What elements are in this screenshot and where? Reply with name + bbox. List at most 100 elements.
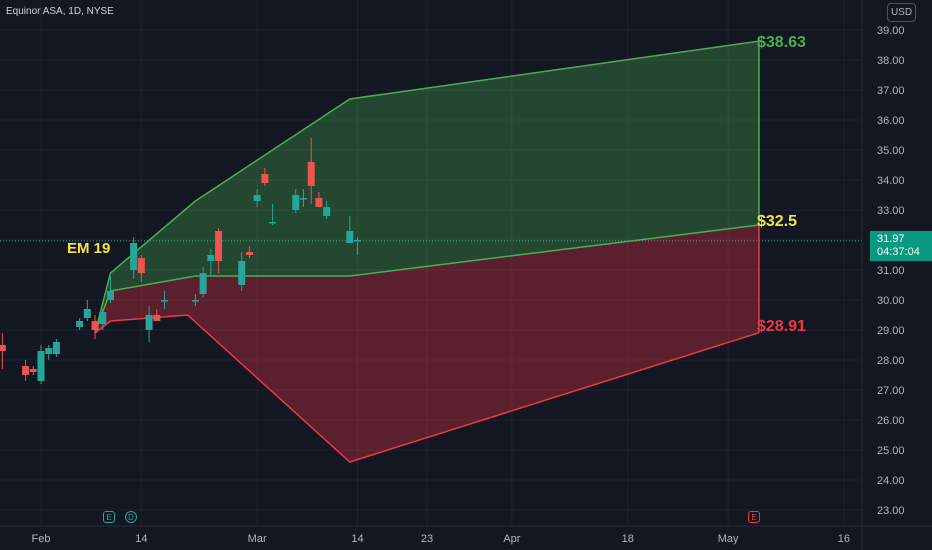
upper-band-fill [95, 41, 759, 333]
y-tick-label: 25.00 [877, 445, 905, 457]
mid-target-label: $32.5 [757, 213, 798, 230]
chart-title: Equinor ASA, 1D, NYSE [6, 6, 114, 17]
upper-band-line [94, 40, 760, 334]
y-tick-label: 30.00 [877, 295, 905, 307]
candle [91, 315, 99, 339]
candle-body [346, 231, 354, 243]
y-tick-label: 23.00 [877, 505, 905, 517]
x-tick-label: 14 [351, 533, 363, 545]
x-tick-label: 16 [838, 533, 850, 545]
candle [261, 168, 269, 186]
candle [137, 255, 145, 282]
x-tick-label: May [718, 533, 739, 545]
grid-layer [0, 0, 862, 526]
candle [207, 249, 215, 276]
x-tick-label: 18 [622, 533, 634, 545]
candle-body [91, 321, 99, 330]
mid-band-line [94, 224, 760, 334]
x-tick-label: 23 [421, 533, 433, 545]
earnings-marker[interactable]: E [103, 511, 115, 523]
bar-countdown: 04:37:04 [877, 246, 920, 258]
candle-body [99, 312, 107, 324]
y-tick-label: 29.00 [877, 325, 905, 337]
candle [106, 276, 114, 303]
candle [292, 189, 300, 213]
candle-body [22, 366, 30, 375]
last-price-badge: 31.97 04:37:04 [870, 231, 932, 261]
candle-body [207, 255, 215, 261]
candle-body [245, 252, 253, 255]
y-tick-label: 28.00 [877, 355, 905, 367]
candle [346, 216, 354, 243]
lower-band-fill [95, 225, 759, 462]
candle-body [269, 222, 277, 224]
y-tick-label: 39.00 [877, 25, 905, 37]
candle-body [29, 369, 37, 372]
upper-target-label: $38.63 [757, 34, 806, 51]
candle-body [45, 348, 53, 354]
candle [299, 189, 307, 207]
lower-target-label: $28.91 [757, 318, 806, 335]
candle-body [199, 273, 207, 294]
earnings-marker-upcoming[interactable]: E [748, 511, 760, 523]
candle-body [191, 300, 199, 302]
candle-body [76, 321, 84, 327]
y-tick-label: 33.00 [877, 205, 905, 217]
y-tick-label: 24.00 [877, 475, 905, 487]
candles-layer [0, 138, 362, 384]
em-label: EM 19 [67, 240, 111, 257]
candle-body [261, 174, 269, 183]
candle-body [37, 351, 45, 381]
candle-body [52, 342, 60, 354]
y-tick-label: 37.00 [877, 85, 905, 97]
candle [269, 204, 277, 225]
candle-body [130, 243, 138, 270]
candle [29, 366, 37, 375]
candle [161, 291, 169, 309]
candle-body [0, 345, 6, 351]
candle-body [238, 261, 246, 285]
x-tick-label: Mar [248, 533, 267, 545]
x-tick-label: 14 [135, 533, 147, 545]
candle [315, 192, 323, 207]
candle [22, 360, 30, 381]
y-tick-label: 26.00 [877, 415, 905, 427]
candle-body [323, 207, 331, 216]
candle-body [161, 300, 169, 302]
candle-body [145, 315, 153, 330]
candle [145, 306, 153, 342]
candle [191, 294, 199, 306]
y-tick-label: 35.00 [877, 145, 905, 157]
candle-body [292, 195, 300, 210]
candle-body [137, 258, 145, 273]
x-tick-label: Apr [503, 533, 520, 545]
candle [354, 237, 362, 255]
last-price-value: 31.97 [877, 233, 905, 245]
candle [99, 309, 107, 330]
x-tick-label: Feb [32, 533, 51, 545]
candle-body [299, 198, 307, 200]
candle-body [253, 195, 261, 201]
candle [52, 339, 60, 357]
y-tick-label: 34.00 [877, 175, 905, 187]
candle [0, 333, 6, 369]
candle [76, 318, 84, 330]
candle-body [315, 198, 323, 207]
currency-button[interactable]: USD [887, 3, 916, 22]
dividend-marker[interactable]: D [125, 511, 137, 523]
candle-body [106, 291, 114, 300]
candle [37, 345, 45, 384]
candle [45, 345, 53, 360]
candle [253, 189, 261, 207]
candle-body [354, 240, 362, 242]
candle-body [83, 309, 91, 318]
lower-band-line [94, 314, 760, 463]
candle-body [153, 315, 161, 321]
candle [323, 201, 331, 219]
y-tick-label: 31.00 [877, 265, 905, 277]
candle [199, 267, 207, 297]
candle [130, 237, 138, 279]
expected-move-bands [94, 40, 760, 463]
